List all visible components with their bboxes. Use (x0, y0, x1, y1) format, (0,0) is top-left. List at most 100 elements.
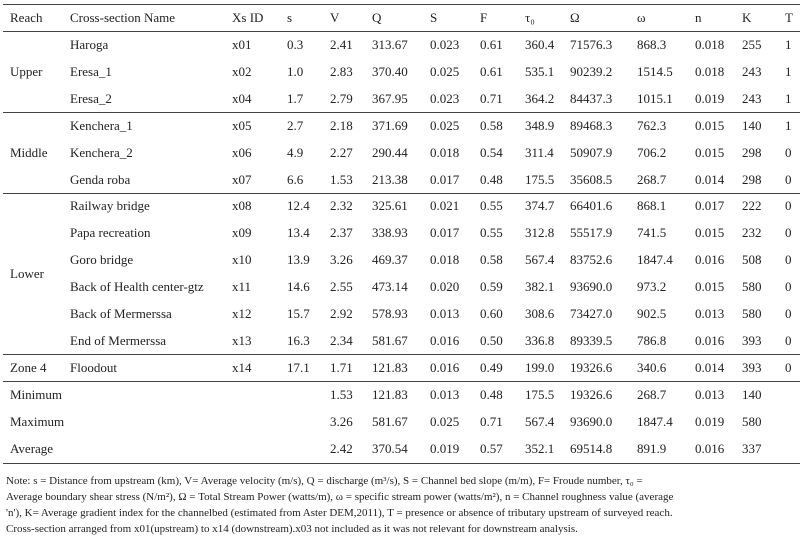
cell: 313.67 (372, 37, 408, 52)
cell: 298 (742, 144, 762, 160)
header-cell: Q (372, 10, 382, 25)
cell: 0.018 (430, 252, 460, 268)
cell: 121.83 (372, 359, 408, 375)
rule (3, 354, 800, 356)
cell: 0.016 (695, 440, 725, 456)
cell: 55517.9 (570, 225, 613, 241)
header-cell: Reach (10, 10, 43, 25)
cell: 3.26 (330, 413, 353, 429)
cell: 0.020 (430, 279, 460, 295)
reach-label: Lower (10, 265, 44, 281)
cell: 0.013 (695, 306, 725, 321)
cell: 0 (785, 332, 792, 348)
cell: x07 (232, 171, 252, 187)
cell: 580 (742, 413, 762, 429)
rule (3, 4, 800, 5)
reach-label: Zone 4 (10, 359, 47, 375)
cell: 1 (785, 90, 792, 106)
cell: 1847.4 (637, 252, 673, 268)
cell: x09 (232, 225, 252, 241)
cell: 1.53 (330, 171, 353, 187)
cell: 371.69 (372, 117, 408, 133)
cell: 222 (742, 198, 762, 214)
cell: 2.83 (330, 63, 353, 79)
cell: 382.1 (525, 279, 555, 295)
cell: 268.7 (637, 171, 667, 187)
cell: x06 (232, 144, 252, 160)
cell: 0.015 (695, 117, 725, 133)
cell: 0.013 (430, 386, 460, 402)
cell: 0.018 (430, 144, 460, 160)
note-line: Note: s = Distance from upstream (km), V… (6, 475, 643, 487)
cell: 868.1 (637, 198, 667, 214)
cell: 4.9 (287, 144, 304, 160)
cell: 0.61 (480, 37, 503, 52)
cell: 243 (742, 63, 762, 79)
cell: 2.79 (330, 90, 353, 106)
cell: 0.55 (480, 225, 503, 241)
cell: 348.9 (525, 117, 555, 133)
cell: 360.4 (525, 37, 555, 52)
cell: 0.015 (695, 225, 725, 241)
cell: 0.025 (430, 413, 460, 429)
cell: Haroga (70, 37, 109, 52)
cell: 374.7 (525, 198, 555, 214)
cell: 290.44 (372, 144, 408, 160)
note-line: 'n'), K= Average gradient index for the … (6, 507, 673, 519)
cell: 0.57 (480, 440, 503, 456)
cell: 469.37 (372, 252, 408, 268)
cell: 1847.4 (637, 413, 673, 429)
cell: 13.9 (287, 252, 310, 268)
header-cell: Ω (570, 10, 580, 25)
cell: 0.025 (430, 117, 460, 133)
cell: 508 (742, 252, 762, 268)
cell: 2.18 (330, 117, 353, 133)
cell: x10 (232, 252, 252, 268)
cell: 0.58 (480, 117, 503, 133)
cell: 0.017 (430, 225, 460, 241)
cell: Floodout (70, 359, 117, 375)
cell: 0.58 (480, 252, 503, 268)
cell: x13 (232, 332, 252, 348)
cell: 706.2 (637, 144, 667, 160)
cell: Papa recreation (70, 225, 151, 241)
cell: 0.014 (695, 171, 725, 187)
cell: 0 (785, 359, 792, 375)
cell: 2.41 (330, 37, 353, 52)
cell: 73427.0 (570, 306, 613, 321)
cell: 370.40 (372, 63, 408, 79)
header-cell: T (785, 10, 793, 25)
cell: 255 (742, 37, 762, 52)
cell: 1.0 (287, 63, 304, 79)
header-cell: Xs ID (232, 10, 264, 25)
cell: 2.32 (330, 198, 353, 214)
cell: 393 (742, 332, 762, 348)
header-cell: n (695, 10, 702, 25)
cell: 0.016 (695, 332, 725, 348)
cell: Railway bridge (70, 198, 150, 214)
cell: 2.92 (330, 306, 353, 321)
cell: 0.021 (430, 198, 460, 214)
summary-label: Maximum (10, 413, 65, 429)
rule (3, 193, 800, 194)
cell: x05 (232, 117, 252, 133)
cell: 0.71 (480, 413, 503, 429)
cell: 89339.5 (570, 332, 613, 348)
cell: 0.019 (430, 440, 460, 456)
cell: 0.015 (695, 279, 725, 295)
cell: 902.5 (637, 306, 667, 321)
cell: 0.013 (695, 386, 725, 402)
cell: 175.5 (525, 386, 555, 402)
cell: 17.1 (287, 359, 310, 375)
cell: 0.016 (695, 252, 725, 268)
header-cell: τ₀ (525, 10, 535, 25)
cell: 2.7 (287, 117, 304, 133)
cell: 0.48 (480, 386, 503, 402)
rule (3, 381, 800, 383)
cell: Back of Mermerssa (70, 306, 172, 321)
cell: 567.4 (525, 413, 555, 429)
cell: 1 (785, 37, 792, 52)
cell: 1.53 (330, 386, 353, 402)
cell: 0.013 (430, 306, 460, 321)
cell: 1 (785, 63, 792, 79)
